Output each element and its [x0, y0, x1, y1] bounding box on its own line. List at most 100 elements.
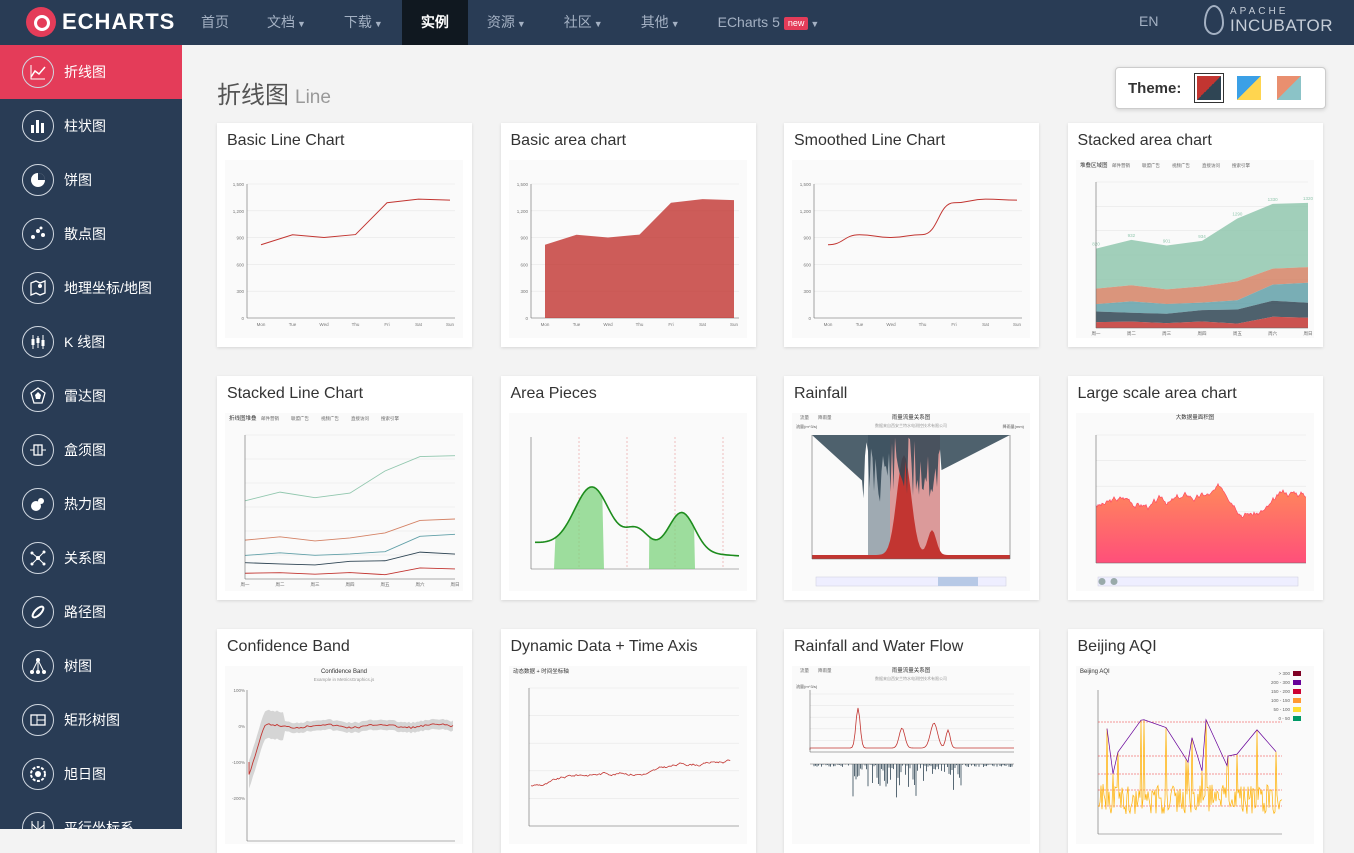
caret-down-icon: ▼ [373, 19, 383, 29]
page-title-en: Line [295, 87, 331, 108]
chart-thumbnail[interactable] [508, 413, 747, 591]
sidebar-item-14[interactable]: 平行坐标系 [0, 801, 182, 829]
rain-area [812, 435, 1010, 502]
legend-item: 200 - 300 [1270, 680, 1290, 685]
theme-swatch-0[interactable] [1194, 73, 1225, 103]
chart-thumbnail[interactable]: 雨量流量关系图 数据来自西安兰特水电测控技术有限公司 流量 降雨量 流量(m^3/s) 降… [792, 413, 1030, 591]
stacked-line-series [244, 567, 456, 576]
y-tick-label: 300 [520, 289, 528, 294]
legend-item: 联盟广告 [1142, 162, 1160, 169]
x-tick-label: Sat [699, 322, 707, 327]
x-tick-label: Wed [319, 322, 329, 327]
sidebar-item-11[interactable]: 树图 [0, 639, 182, 693]
language-switch[interactable]: EN [1139, 13, 1159, 29]
sidebar-item-12[interactable]: 矩形树图 [0, 693, 182, 747]
nav-item-6[interactable]: 其他 ▼ [622, 0, 699, 45]
chart-thumbnail[interactable]: Confidence Band Example in MetricsGraphic… [225, 666, 463, 844]
sidebar-item-9[interactable]: 关系图 [0, 531, 182, 585]
sidebar-item-label: 散点图 [64, 226, 106, 242]
example-card-stacked-line[interactable]: Stacked Line Chart 折线图堆叠 邮件营销 联盟广告 视频广告 直接访问 搜… [217, 376, 472, 600]
thumbnail-svg: Confidence Band Example in MetricsGraphic… [232, 669, 455, 842]
theme-swatch-1[interactable] [1235, 74, 1264, 102]
data-zoom-slider[interactable] [1097, 576, 1298, 587]
axis-name: 降雨量(mm) [1003, 423, 1025, 429]
chart-thumbnail[interactable]: 折线图堆叠 邮件营销 联盟广告 视频广告 直接访问 搜索引擎 周一 周二 周三 周四 周五 周六 周日 [225, 413, 463, 591]
example-card-large-area[interactable]: Large scale area chart 大数据量面积图 [1067, 376, 1323, 600]
example-card-basic-area[interactable]: Basic area chart 1,500 1,200 900 600 300 0 Mon T… [500, 123, 756, 347]
area-piece [648, 512, 695, 569]
chart-thumbnail[interactable]: 大数据量面积图 [1075, 413, 1314, 591]
legend-item: 0 - 50 [1278, 716, 1290, 721]
sidebar-item-label: 平行坐标系 [64, 820, 134, 829]
nav-item-7[interactable]: ECharts 5 new ▼ [699, 0, 839, 45]
chart-title: 动态数据 + 时间坐标轴 [513, 667, 569, 675]
example-card-basic-line[interactable]: Basic Line Chart 1,500 1,200 900 600 300 0 Mon T… [217, 123, 472, 347]
nav-item-4[interactable]: 资源 ▼ [468, 0, 545, 45]
caret-down-icon: ▼ [593, 19, 603, 29]
line-chart-icon [22, 56, 54, 88]
nav-item-5[interactable]: 社区 ▼ [545, 0, 622, 45]
chart-thumbnail[interactable]: 1,500 1,200 900 600 300 0 Mon Tue Wed Thu Fri Sat Su… [792, 160, 1030, 338]
x-tick-label: 周一 [1091, 331, 1100, 337]
line-series [530, 759, 730, 787]
sidebar-item-label: 柱状图 [64, 118, 106, 134]
example-card-confidence[interactable]: Confidence Band Confidence Band Example in… [217, 629, 472, 853]
sidebar-item-2[interactable]: 饼图 [0, 153, 182, 207]
nav-item-2[interactable]: 下载 ▼ [325, 0, 402, 45]
line-series [534, 486, 739, 557]
line-series [248, 723, 454, 775]
sidebar-item-7[interactable]: 盒须图 [0, 423, 182, 477]
theme-swatch-2[interactable] [1275, 74, 1304, 102]
nav-item-0[interactable]: 首页 [182, 0, 248, 45]
echarts-logo[interactable]: ECHARTS [26, 6, 175, 38]
thumbnail-svg: 动态数据 + 时间坐标轴 [513, 667, 739, 827]
sidebar-item-4[interactable]: 地理坐标/地图 [0, 261, 182, 315]
sidebar-item-0[interactable]: 折线图 [0, 45, 182, 99]
top-navbar: ECHARTS 首页 文档 ▼ 下载 ▼ 实例 资源 ▼ 社区 ▼ 其他 ▼ ECharts 5 new ▼… [0, 0, 1354, 45]
stacked-area-layer [1095, 202, 1308, 290]
chart-thumbnail[interactable]: 1,500 1,200 900 600 300 0 Mon Tue Wed Thu Fri Sat Su… [225, 160, 463, 338]
example-card-rainfall[interactable]: Rainfall 雨量流量关系图 数据来自西安兰特水电测控技术有限公司 流量 降雨量 流量… [784, 376, 1039, 600]
nav-item-label: 社区 [563, 14, 592, 30]
y-tick-label: 900 [236, 236, 244, 241]
data-zoom-handle[interactable] [938, 577, 978, 586]
example-card-stacked-area[interactable]: Stacked area chart 堆叠区域图 邮件营销 联盟广告 视频广告 直接访问 搜… [1067, 123, 1323, 347]
sidebar-item-3[interactable]: 散点图 [0, 207, 182, 261]
nav-item-3[interactable]: 实例 [401, 0, 468, 45]
zoom-handle-right[interactable] [1110, 578, 1117, 585]
axis-name: 流量(m^3/s) [796, 423, 818, 429]
sidebar-item-10[interactable]: 路径图 [0, 585, 182, 639]
chart-thumbnail[interactable]: 堆叠区域图 邮件营销 联盟广告 视频广告 直接访问 搜索引擎 820 932 901 934 129… [1075, 160, 1314, 338]
example-card-dynamic[interactable]: Dynamic Data + Time Axis 动态数据 + 时间坐标轴 [500, 629, 756, 853]
chart-thumbnail[interactable]: Beijing AQI > 300 200 - 300 150 - 200 100 - … [1075, 666, 1314, 844]
x-tick-label: Fri [668, 322, 673, 327]
example-card-aqi[interactable]: Beijing AQI Beijing AQI > 300 200 - 300 150 … [1067, 629, 1323, 853]
legend-swatch [1292, 680, 1301, 685]
apache-incubator-logo[interactable]: APACHE INCUBATOR [1204, 5, 1333, 35]
zoom-handle-left[interactable] [1098, 578, 1105, 585]
sidebar-item-6[interactable]: 雷达图 [0, 369, 182, 423]
sidebar-item-8[interactable]: 热力图 [0, 477, 182, 531]
y-tick-label: 0 [241, 316, 244, 321]
sidebar-item-1[interactable]: 柱状图 [0, 99, 182, 153]
y-tick-label: 600 [236, 262, 244, 267]
sidebar-item-5[interactable]: K 线图 [0, 315, 182, 369]
nav-item-1[interactable]: 文档 ▼ [248, 0, 325, 45]
legend-item: 直接访问 [351, 415, 369, 422]
legend-item: 视频广告 [1172, 162, 1190, 169]
example-card-area-pieces[interactable]: Area Pieces [500, 376, 756, 600]
example-card-rainfall-flow[interactable]: Rainfall and Water Flow 雨量流量关系图 数据来自西安兰特水电… [784, 629, 1039, 853]
legend-swatch [1292, 707, 1301, 712]
chart-thumbnail[interactable]: 1,500 1,200 900 600 300 0 Mon Tue Wed Thu Fri Sat Su… [508, 160, 747, 338]
area-piece [553, 486, 604, 569]
chart-thumbnail[interactable]: 动态数据 + 时间坐标轴 [508, 666, 747, 844]
stacked-area-layer [1095, 282, 1308, 314]
chart-thumbnail[interactable]: 雨量流量关系图 数据来自西安兰特水电测控技术有限公司 流量 降雨量 流量(m^3/s) [792, 666, 1030, 844]
example-card-smooth-line[interactable]: Smoothed Line Chart 1,500 1,200 900 600 300 0 M… [784, 123, 1039, 347]
x-tick-label: Thu [352, 322, 360, 327]
data-zoom-slider[interactable] [815, 576, 1007, 587]
sidebar-item-13[interactable]: 旭日图 [0, 747, 182, 801]
card-title: Basic Line Chart [227, 132, 345, 149]
x-tick-label: Tue [289, 322, 297, 327]
thumbnail-svg: 大数据量面积图 [1095, 413, 1306, 587]
